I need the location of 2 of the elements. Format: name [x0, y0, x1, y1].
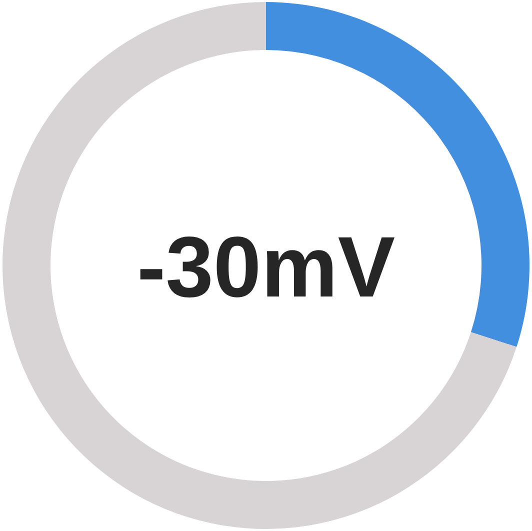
text: -30mV	[136, 220, 396, 316]
donut-slice	[2, 2, 517, 529]
